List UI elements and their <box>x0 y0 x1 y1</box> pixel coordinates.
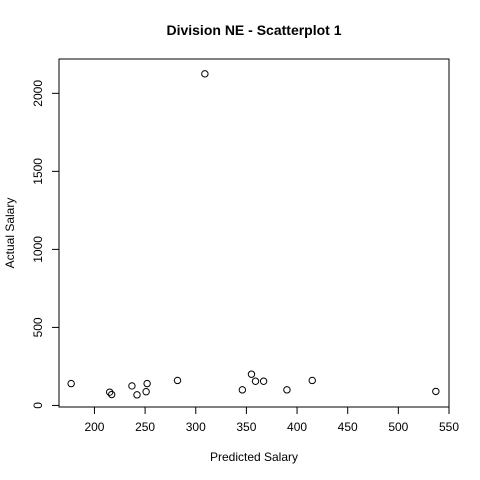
x-tick-label: 200 <box>84 420 104 434</box>
x-tick-label: 450 <box>338 420 358 434</box>
data-point <box>251 377 260 385</box>
y-tick-label: 1500 <box>31 158 45 185</box>
y-tick-label: 0 <box>31 402 45 409</box>
x-tick-label: 400 <box>287 420 307 434</box>
data-point <box>201 70 209 78</box>
data-point <box>259 377 268 385</box>
y-axis-label: Actual Salary <box>3 198 17 269</box>
data-point <box>142 388 150 396</box>
y-tick-label: 2000 <box>31 80 45 107</box>
x-tick-label: 500 <box>388 420 408 434</box>
data-point <box>133 391 141 399</box>
data-point <box>67 379 75 388</box>
data-point <box>143 379 151 388</box>
data-point <box>283 386 291 394</box>
y-tick-label: 1000 <box>31 236 45 263</box>
chart-title: Division NE - Scatterplot 1 <box>166 22 341 38</box>
data-point <box>128 382 136 390</box>
x-tick-label: 350 <box>236 420 256 434</box>
data-points <box>67 70 440 399</box>
x-tick-label: 550 <box>439 420 459 434</box>
x-axis: 200 250 300 350 400 450 500 550 <box>84 406 459 434</box>
data-point <box>308 376 316 385</box>
y-tick-label: 500 <box>31 317 45 337</box>
data-point <box>105 388 114 396</box>
data-point <box>107 390 116 399</box>
data-point <box>173 376 182 385</box>
x-axis-label: Predicted Salary <box>210 450 298 464</box>
plot-frame <box>58 58 450 408</box>
y-axis: 0 500 1000 1500 2000 <box>31 80 60 409</box>
data-point <box>238 386 247 394</box>
data-point <box>432 387 440 396</box>
x-tick-label: 250 <box>135 420 155 434</box>
data-point <box>247 370 256 378</box>
x-tick-label: 300 <box>186 420 206 434</box>
